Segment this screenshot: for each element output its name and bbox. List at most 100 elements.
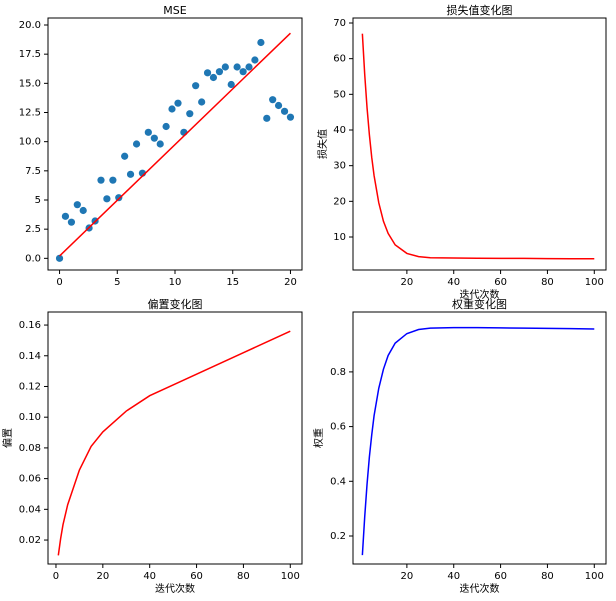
x-tick-label: 40 bbox=[143, 571, 156, 582]
scatter-point bbox=[121, 152, 129, 160]
x-tick-label: 0 bbox=[56, 277, 62, 288]
y-tick-label: 40 bbox=[333, 125, 346, 136]
y-tick-label: 0.2 bbox=[330, 531, 346, 542]
x-tick-label: 20 bbox=[401, 277, 414, 288]
scatter-point bbox=[97, 176, 105, 184]
chart-title: MSE bbox=[163, 4, 186, 17]
scatter-point bbox=[263, 114, 271, 122]
scatter-point bbox=[156, 140, 164, 148]
y-tick-label: 0.04 bbox=[19, 504, 41, 515]
x-tick-label: 80 bbox=[541, 571, 554, 582]
scatter-point bbox=[67, 218, 76, 226]
y-tick-label: 15.0 bbox=[19, 78, 41, 89]
x-tick-label: 60 bbox=[494, 277, 507, 288]
x-tick-label: 0 bbox=[53, 571, 59, 582]
scatter-point bbox=[280, 107, 289, 115]
scatter-point bbox=[79, 206, 87, 215]
scatter-point bbox=[203, 69, 212, 77]
x-tick-label: 100 bbox=[585, 277, 604, 288]
x-tick-label: 60 bbox=[190, 571, 203, 582]
scatter-point bbox=[239, 68, 247, 76]
scatter-point bbox=[245, 63, 253, 71]
scatter-point bbox=[150, 134, 158, 142]
y-tick-label: 0.6 bbox=[330, 422, 346, 433]
chart-title: 损失值变化图 bbox=[447, 3, 513, 17]
x-axis-label: 迭代次数 bbox=[155, 582, 195, 595]
y-axis-label: 权重 bbox=[312, 428, 325, 448]
scatter-point bbox=[55, 254, 64, 262]
scatter-point bbox=[126, 170, 135, 178]
scatter-point bbox=[115, 194, 123, 202]
y-tick-label: 0.08 bbox=[19, 443, 41, 454]
scatter-point bbox=[221, 63, 229, 71]
scatter-point bbox=[198, 98, 206, 106]
y-tick-label: 0.0 bbox=[25, 253, 41, 264]
plot-area bbox=[352, 17, 607, 271]
scatter-point bbox=[132, 140, 141, 148]
x-tick-label: 80 bbox=[541, 277, 554, 288]
plot-area bbox=[47, 311, 303, 565]
y-tick-label: 20 bbox=[333, 196, 346, 207]
y-tick-label: 0.16 bbox=[19, 320, 41, 331]
y-tick-label: 10 bbox=[333, 232, 346, 243]
scatter-point bbox=[286, 113, 295, 121]
y-tick-label: 0.06 bbox=[19, 474, 41, 485]
x-tick-label: 100 bbox=[281, 571, 300, 582]
fit-line bbox=[59, 32, 291, 257]
scatter-point bbox=[209, 73, 218, 82]
x-tick-label: 20 bbox=[401, 571, 414, 582]
scatter-point bbox=[186, 110, 194, 118]
scatter-point bbox=[192, 82, 200, 90]
x-tick-label: 20 bbox=[284, 277, 297, 288]
y-tick-label: 2.5 bbox=[25, 224, 41, 235]
scatter-point bbox=[180, 128, 188, 136]
scatter-point bbox=[251, 56, 259, 64]
y-tick-label: 60 bbox=[333, 54, 346, 65]
y-tick-label: 70 bbox=[333, 18, 346, 29]
y-tick-label: 0.10 bbox=[19, 412, 41, 423]
scatter-point bbox=[109, 176, 117, 184]
x-tick-label: 80 bbox=[237, 571, 250, 582]
x-axis-label: 迭代次数 bbox=[460, 582, 500, 595]
scatter-point bbox=[274, 101, 283, 110]
scatter-point bbox=[162, 122, 170, 131]
y-tick-label: 17.5 bbox=[19, 49, 41, 60]
x-tick-label: 15 bbox=[226, 277, 239, 288]
x-tick-label: 100 bbox=[585, 571, 604, 582]
x-tick-label: 5 bbox=[114, 277, 120, 288]
x-tick-label: 40 bbox=[447, 277, 460, 288]
scatter-point bbox=[144, 128, 152, 136]
y-tick-label: 50 bbox=[333, 89, 346, 100]
y-axis-label: 偏置 bbox=[1, 428, 14, 448]
y-tick-label: 30 bbox=[333, 161, 346, 172]
x-axis-label: 迭代次数 bbox=[460, 288, 500, 301]
scatter-point bbox=[168, 105, 176, 113]
line bbox=[361, 33, 595, 260]
line bbox=[361, 326, 595, 556]
x-tick-label: 60 bbox=[494, 571, 507, 582]
y-tick-label: 10.0 bbox=[19, 137, 41, 148]
y-tick-label: 0.02 bbox=[19, 535, 41, 546]
scatter-point bbox=[227, 80, 235, 89]
scatter-point bbox=[103, 195, 111, 203]
line bbox=[57, 330, 291, 556]
x-tick-label: 40 bbox=[447, 571, 460, 582]
y-tick-label: 0.8 bbox=[330, 367, 346, 378]
y-axis-label: 损失值 bbox=[316, 129, 329, 159]
plot-area bbox=[352, 311, 607, 565]
x-tick-label: 20 bbox=[96, 571, 109, 582]
y-tick-label: 0.12 bbox=[19, 381, 41, 392]
y-tick-label: 12.5 bbox=[19, 108, 41, 119]
scatter-point bbox=[215, 68, 224, 76]
scatter-point bbox=[269, 96, 277, 104]
y-tick-label: 7.5 bbox=[25, 166, 41, 177]
x-tick-label: 10 bbox=[169, 277, 182, 288]
scatter-point bbox=[61, 212, 70, 220]
scatter-point bbox=[233, 63, 241, 71]
y-tick-label: 20.0 bbox=[19, 20, 41, 31]
scatter-point bbox=[73, 201, 81, 209]
scatter-point bbox=[174, 99, 182, 107]
y-tick-label: 0.14 bbox=[19, 351, 41, 362]
